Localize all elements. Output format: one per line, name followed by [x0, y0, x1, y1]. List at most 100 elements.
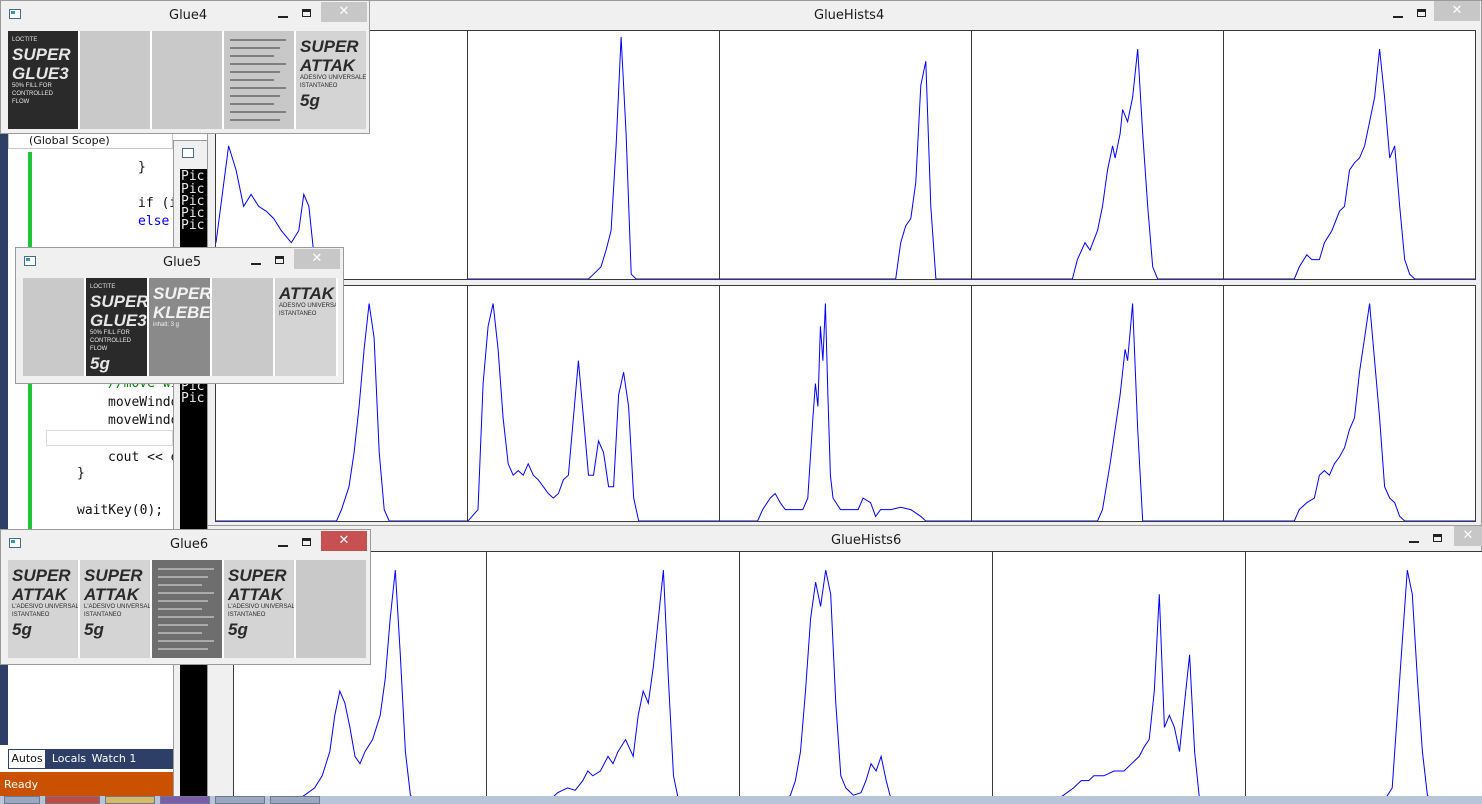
text-stroke — [230, 71, 280, 73]
taskbar-button[interactable] — [215, 796, 265, 804]
close-button[interactable]: ✕ — [1434, 1, 1480, 21]
thumbnail-text: ISTANTANEO — [300, 83, 338, 89]
histogram-line — [468, 303, 719, 521]
minimize-icon — [278, 545, 288, 547]
minimize-button[interactable] — [1404, 530, 1424, 548]
image-thumbnail — [152, 31, 222, 129]
histogram-cell — [739, 551, 993, 801]
minimize-button[interactable] — [273, 5, 293, 23]
scope-dropdown[interactable]: (Global Scope) — [8, 132, 173, 149]
histogram-plot — [993, 594, 1245, 800]
thumbnail-text: 50% FILL FOR — [90, 330, 130, 336]
thumbnail-text: SUPER — [90, 292, 147, 311]
text-stroke — [158, 624, 208, 626]
code-line: moveWindo — [108, 413, 179, 428]
text-stroke — [230, 39, 286, 41]
histogram-cell — [719, 30, 972, 280]
console-line: Pic — [181, 194, 205, 209]
thumbnail-text: 5g — [228, 620, 248, 639]
text-stroke — [158, 616, 214, 618]
maximize-button[interactable] — [1428, 530, 1448, 548]
minimize-button[interactable] — [273, 534, 293, 552]
close-button[interactable]: ✕ — [294, 249, 340, 269]
histogram-line — [1246, 569, 1482, 800]
histogram-line — [468, 36, 719, 279]
code-line: else — [138, 214, 170, 229]
maximize-button[interactable] — [270, 252, 290, 270]
text-stroke — [158, 568, 214, 570]
text-stroke — [230, 111, 286, 113]
taskbar-button[interactable] — [4, 796, 40, 804]
ide-left-margin — [0, 130, 8, 745]
histogram-plot — [468, 303, 719, 521]
minimize-button[interactable] — [1388, 5, 1408, 23]
tab-autos[interactable]: Autos — [9, 750, 45, 768]
taskbar-button[interactable] — [160, 796, 210, 804]
thumbnail-text: L'ADESIVO UNIVERSALE — [12, 604, 78, 610]
glue4-title: Glue4 — [169, 8, 208, 23]
glue5-titlebar[interactable]: Glue5 ✕ — [16, 248, 343, 278]
console-line: Pic — [181, 169, 205, 184]
glue6-titlebar[interactable]: Glue6 ✕ — [1, 530, 370, 560]
histogram-plot — [234, 570, 486, 800]
image-thumbnail: SUPER ATTAK L'ADESIVO UNIVERSALE ISTANTANEO… — [224, 560, 294, 658]
thumbnail-text: SUPER — [228, 566, 287, 585]
thumbnail-text: ISTANTANEO — [12, 612, 50, 618]
image-thumbnail — [23, 278, 84, 376]
histogram-cell — [486, 551, 740, 801]
gluehists4-titlebar[interactable]: GlueHists4 ✕ — [208, 1, 1481, 31]
tab-watch[interactable]: Watch 1 — [91, 752, 137, 765]
text-stroke — [230, 95, 280, 97]
thumbnail-text: SUPER — [12, 566, 71, 585]
close-icon: ✕ — [1451, 3, 1463, 18]
glue6-window: Glue6 ✕ SUPER ATTAK L'ADESIVO UNIVERSALE IS… — [0, 529, 371, 665]
glue6-thumbnails: SUPER ATTAK L'ADESIVO UNIVERSALE ISTANTANEO… — [8, 560, 366, 658]
histogram-plot — [740, 569, 992, 800]
thumbnail-text: L'ADESIVO UNIVERSALE — [84, 604, 150, 610]
minimize-icon — [278, 16, 288, 18]
text-stroke — [230, 63, 286, 65]
text-stroke — [158, 640, 214, 642]
status-bar: Ready — [0, 772, 173, 796]
glue5-title: Glue5 — [163, 255, 202, 270]
taskbar-button[interactable] — [45, 796, 100, 804]
histogram-cell — [971, 30, 1224, 280]
thumbnail-text: LOCTITE — [90, 284, 116, 290]
close-button[interactable]: ✕ — [1454, 526, 1482, 546]
code-line: waitKey(0); — [77, 503, 164, 518]
code-line: } — [77, 466, 85, 481]
glue4-titlebar[interactable]: Glue4 ✕ — [1, 1, 369, 31]
taskbar-button[interactable] — [105, 796, 155, 804]
image-thumbnail: SUPER ATTAK L'ADESIVO UNIVERSALE ISTANTANEO… — [80, 560, 150, 658]
image-thumbnail: SUPERKLEBERinhalt: 3 g — [149, 278, 210, 376]
current-line-highlight — [46, 430, 173, 446]
close-button[interactable]: ✕ — [321, 531, 367, 551]
image-thumbnail — [212, 278, 273, 376]
thumbnail-text: ISTANTANEO — [84, 612, 122, 618]
taskbar-button[interactable] — [270, 796, 320, 804]
gluehists4-title: GlueHists4 — [814, 8, 885, 23]
text-stroke — [230, 119, 280, 121]
window-icon — [9, 9, 21, 19]
thumbnail-text: FLOW — [90, 346, 108, 352]
close-button[interactable]: ✕ — [321, 2, 367, 22]
window-icon — [9, 538, 21, 548]
code-line: moveWindo — [108, 395, 179, 410]
thumbnail-text: 5g — [12, 620, 32, 639]
maximize-button[interactable] — [1412, 5, 1432, 23]
maximize-icon — [1433, 534, 1442, 542]
maximize-button[interactable] — [297, 534, 317, 552]
histogram-plot — [468, 36, 719, 279]
text-stroke — [158, 632, 202, 634]
histogram-cell — [1223, 30, 1476, 280]
text-stroke — [158, 592, 214, 594]
minimize-button[interactable] — [246, 252, 266, 270]
maximize-button[interactable] — [297, 5, 317, 23]
tab-locals[interactable]: Locals — [51, 752, 87, 765]
glue5-thumbnails: LOCTITE SUPER GLUE3 50% FILL FOR CONTROLLED F… — [23, 278, 338, 376]
text-stroke — [230, 55, 274, 57]
thumbnail-text: SUPER — [153, 284, 210, 303]
maximize-icon — [275, 256, 284, 264]
histogram-plot — [1246, 569, 1482, 800]
